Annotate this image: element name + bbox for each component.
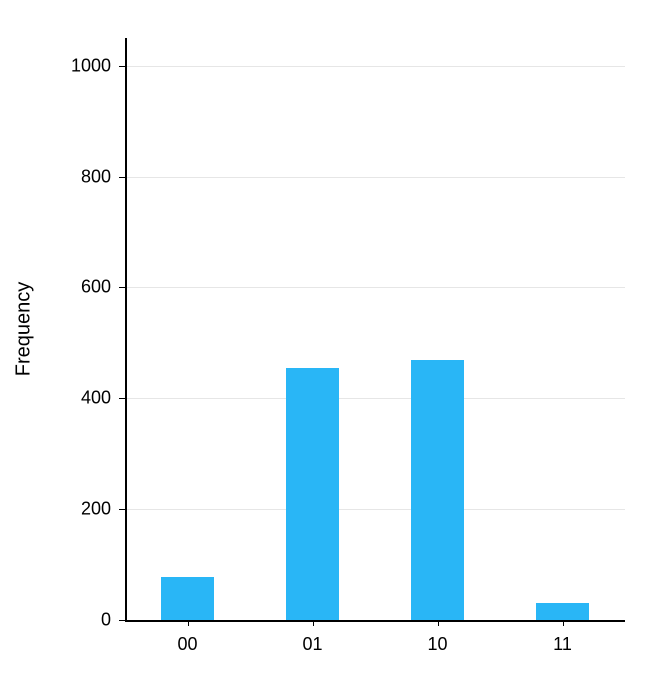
x-tick-mark [563,620,564,626]
bar [286,368,339,620]
x-tick-label: 10 [427,634,447,655]
x-tick-mark [188,620,189,626]
bar [411,360,464,621]
gridline [125,398,625,399]
gridline [125,66,625,67]
y-tick-label: 600 [81,277,111,298]
y-tick-label: 0 [101,610,111,631]
x-tick-label: 01 [302,634,322,655]
x-tick-mark [438,620,439,626]
y-tick-label: 400 [81,388,111,409]
gridline [125,287,625,288]
bar [536,603,589,620]
y-tick-label: 1000 [71,55,111,76]
x-axis-line [125,620,625,622]
x-tick-label: 11 [553,634,572,655]
x-tick-label: 00 [177,634,197,655]
gridline [125,177,625,178]
y-axis-line [125,38,127,620]
plot-region: 0200400600800100000011011 [125,38,625,620]
gridline [125,509,625,510]
y-tick-label: 200 [81,499,111,520]
y-axis-title: Frequency [13,282,36,377]
y-tick-label: 800 [81,166,111,187]
frequency-bar-chart: Frequency 0200400600800100000011011 [0,0,648,700]
bar [161,577,214,620]
x-tick-mark [313,620,314,626]
